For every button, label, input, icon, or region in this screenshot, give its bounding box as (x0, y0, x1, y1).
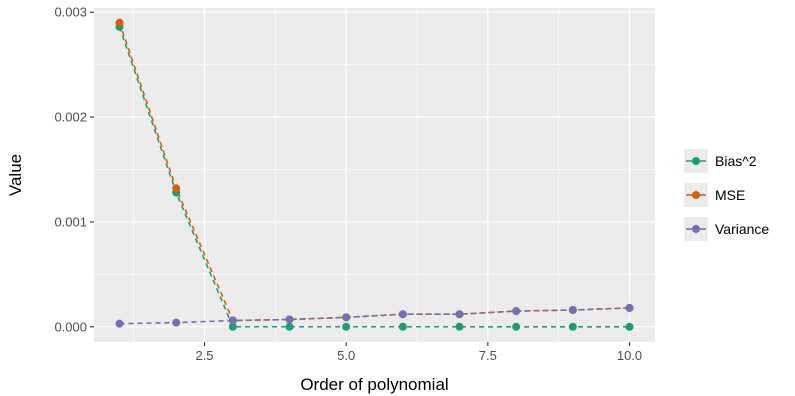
data-point-variance (455, 310, 464, 319)
y-tick-label: 0.003 (54, 5, 87, 20)
legend-label: MSE (715, 187, 745, 203)
data-point-variance (172, 318, 181, 327)
data-point-bias-2 (342, 322, 351, 331)
y-tick-label: 0.002 (54, 110, 87, 125)
y-axis-title: Value (6, 154, 25, 196)
x-axis: 2.5 5.0 7.5 10.0 (195, 342, 642, 363)
series-layer (115, 18, 634, 331)
legend-label: Variance (715, 221, 769, 237)
data-point-bias-2 (285, 322, 294, 331)
grid-minor (94, 8, 655, 342)
data-point-bias-2 (568, 322, 577, 331)
legend-key-point (692, 225, 700, 233)
series-line-variance (119, 307, 630, 325)
data-point-variance (342, 313, 351, 322)
legend-key-point (692, 157, 700, 165)
data-point-bias-2 (455, 322, 464, 331)
x-tick-label: 7.5 (479, 348, 497, 363)
data-point-bias-2 (398, 322, 407, 331)
data-point-variance (568, 306, 577, 315)
x-tick-label: 10.0 (617, 348, 642, 363)
x-tick-label: 2.5 (195, 348, 213, 363)
data-point-mse (172, 184, 181, 193)
data-point-variance (115, 319, 124, 328)
data-point-bias-2 (228, 322, 237, 331)
y-tick-label: 0.000 (54, 319, 87, 334)
legend-label: Bias^2 (715, 153, 757, 169)
data-point-variance (398, 310, 407, 319)
data-point-variance (625, 303, 634, 312)
grid-major (94, 8, 655, 342)
panel-background (94, 8, 655, 342)
data-point-variance (512, 307, 521, 316)
x-tick-label: 5.0 (337, 348, 355, 363)
legend-key-point (692, 191, 700, 199)
data-point-variance (285, 315, 294, 324)
series-line-bias-2 (118, 26, 630, 328)
y-axis: 0.000 0.001 0.002 0.003 (54, 5, 94, 334)
data-point-bias-2 (512, 322, 521, 331)
x-axis-title: Order of polynomial (300, 375, 448, 394)
data-point-mse (115, 18, 124, 27)
legend: Bias^2 MSE Variance (684, 149, 769, 241)
data-point-bias-2 (625, 322, 634, 331)
data-point-variance (228, 316, 237, 325)
y-tick-label: 0.001 (54, 214, 87, 229)
